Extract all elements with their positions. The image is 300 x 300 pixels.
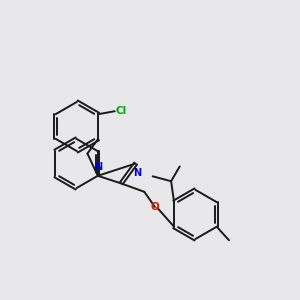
Text: N: N (94, 162, 102, 172)
Text: Cl: Cl (116, 106, 127, 116)
Text: O: O (151, 202, 159, 212)
Text: N: N (133, 168, 141, 178)
